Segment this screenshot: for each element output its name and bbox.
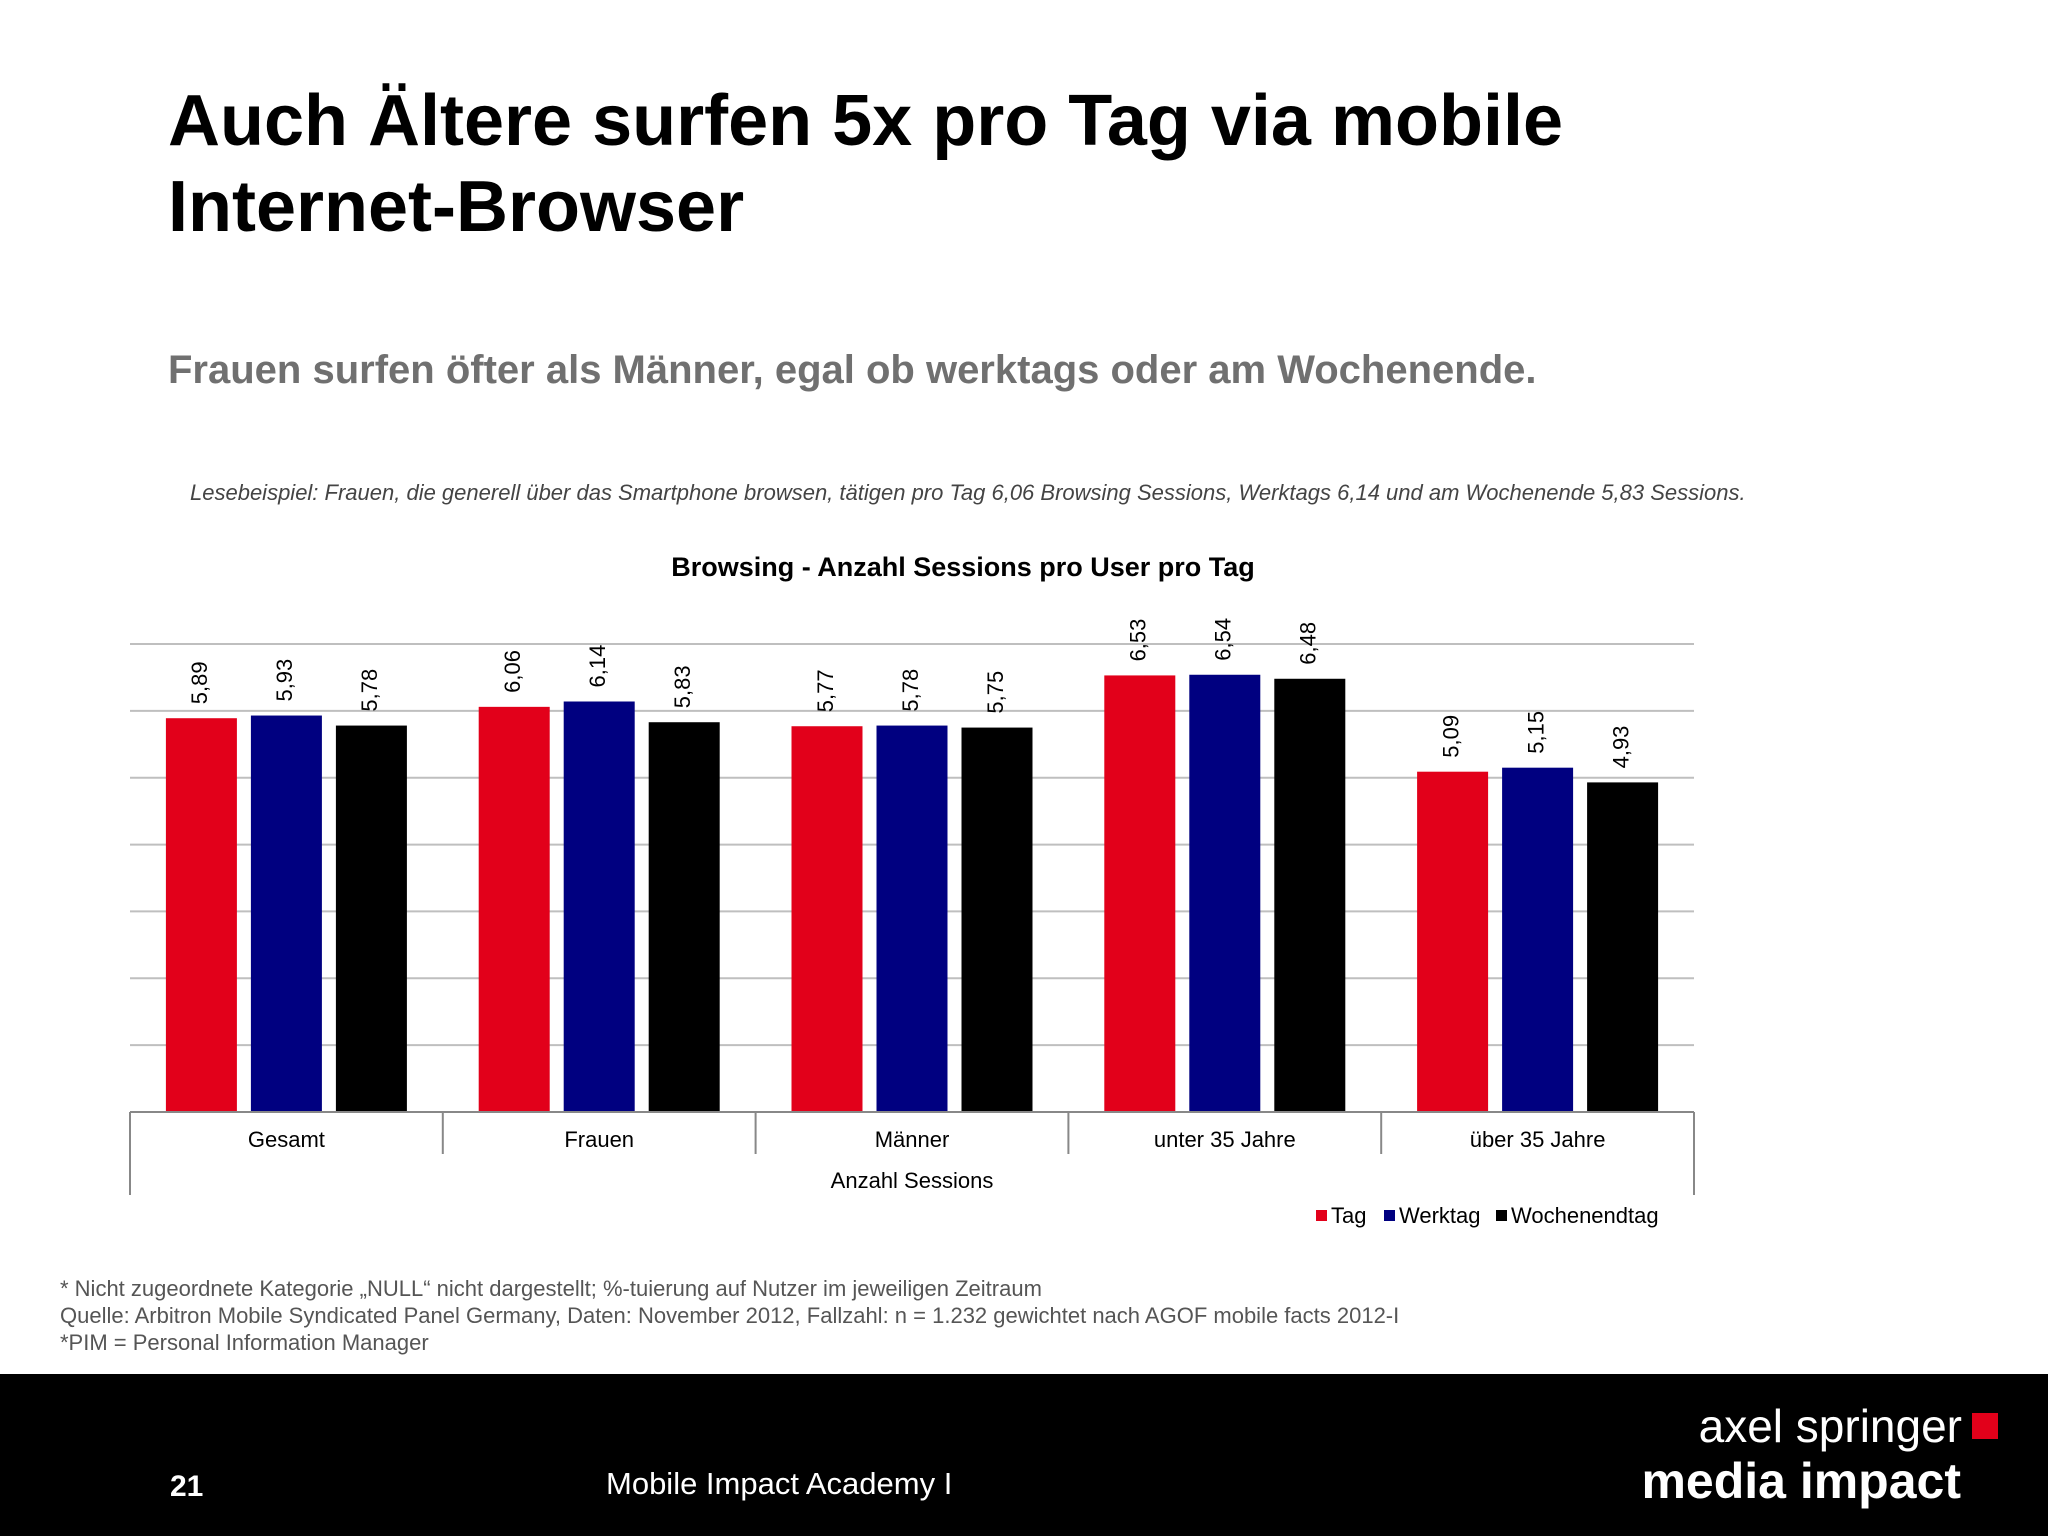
legend-label: Tag: [1331, 1203, 1366, 1228]
data-label: 6,14: [585, 645, 610, 688]
logo-red-square-icon: [1972, 1413, 1998, 1439]
bar: [961, 727, 1033, 1112]
bar: [1274, 678, 1346, 1112]
data-label: 6,53: [1126, 619, 1151, 662]
data-label: 5,83: [670, 665, 695, 708]
data-label: 6,48: [1296, 622, 1321, 665]
footer-label: Mobile Impact Academy I: [606, 1466, 953, 1501]
slide-title-line1: Auch Ältere surfen 5x pro Tag via mobile: [168, 81, 1563, 161]
bar: [1587, 782, 1659, 1112]
chart-title: Browsing - Anzahl Sessions pro User pro …: [671, 552, 1255, 582]
category-label: unter 35 Jahre: [1154, 1127, 1296, 1152]
bar: [478, 706, 550, 1112]
bar: [648, 722, 720, 1112]
legend-label: Wochenendtag: [1511, 1203, 1659, 1228]
bar: [791, 726, 863, 1112]
legend-swatch: [1496, 1210, 1507, 1221]
data-label: 5,09: [1438, 715, 1463, 758]
bar-chart: 5,89 5,93 5,78 Gesamt 6,06 6,14 5,83 Frauen 5,77…: [129, 618, 1695, 1228]
slide-subtitle: Frauen surfen öfter als Männer, egal ob …: [168, 348, 1537, 392]
footnote-source: Quelle: Arbitron Mobile Syndicated Panel…: [60, 1303, 1400, 1328]
data-label: 5,15: [1523, 711, 1548, 754]
bar: [1189, 674, 1261, 1112]
legend-swatch: [1384, 1210, 1395, 1221]
reading-example: Lesebeispiel: Frauen, die generell über …: [190, 480, 1746, 505]
logo-top-row: axel springer: [1641, 1400, 1998, 1452]
footer-bar: 21 Mobile Impact Academy I axel springer…: [0, 1374, 2048, 1536]
slide-title: Auch Ältere surfen 5x pro Tag via mobile…: [168, 78, 1868, 250]
slide-title-line2: Internet-Browser: [168, 167, 745, 247]
footnote-line1: * Nicht zugeordnete Kategorie „NULL“ nic…: [60, 1276, 1042, 1301]
category-label: Frauen: [564, 1127, 634, 1152]
data-label: 5,93: [272, 659, 297, 702]
logo-text-axel-springer: axel springer: [1698, 1400, 1962, 1452]
bar: [1104, 675, 1176, 1112]
bar: [165, 718, 237, 1112]
bar: [250, 715, 322, 1112]
category-label: über 35 Jahre: [1470, 1127, 1606, 1152]
data-label: 5,75: [983, 671, 1008, 714]
footnotes: * Nicht zugeordnete Kategorie „NULL“ nic…: [60, 1275, 1399, 1356]
logo-text-media-impact: media impact: [1641, 1453, 1961, 1509]
footnote-pim: *PIM = Personal Information Manager: [60, 1330, 429, 1355]
bar: [563, 701, 635, 1112]
data-label: 6,54: [1211, 618, 1236, 661]
category-label: Männer: [875, 1127, 950, 1152]
legend-label: Werktag: [1399, 1203, 1481, 1228]
legend-swatch: [1316, 1210, 1327, 1221]
data-label: 5,77: [813, 669, 838, 712]
bar: [335, 725, 407, 1112]
data-label: 4,93: [1608, 726, 1633, 769]
page-number: 21: [170, 1470, 204, 1503]
data-label: 6,06: [500, 650, 525, 693]
category-label: Gesamt: [248, 1127, 325, 1152]
data-label: 5,78: [357, 669, 382, 712]
data-label: 5,89: [187, 661, 212, 704]
data-label: 5,78: [898, 669, 923, 712]
bar: [1502, 767, 1574, 1112]
bar: [876, 725, 948, 1112]
x-axis-label: Anzahl Sessions: [831, 1168, 994, 1193]
bar: [1417, 771, 1489, 1112]
brand-logo: axel springer media impact: [1641, 1400, 1998, 1510]
